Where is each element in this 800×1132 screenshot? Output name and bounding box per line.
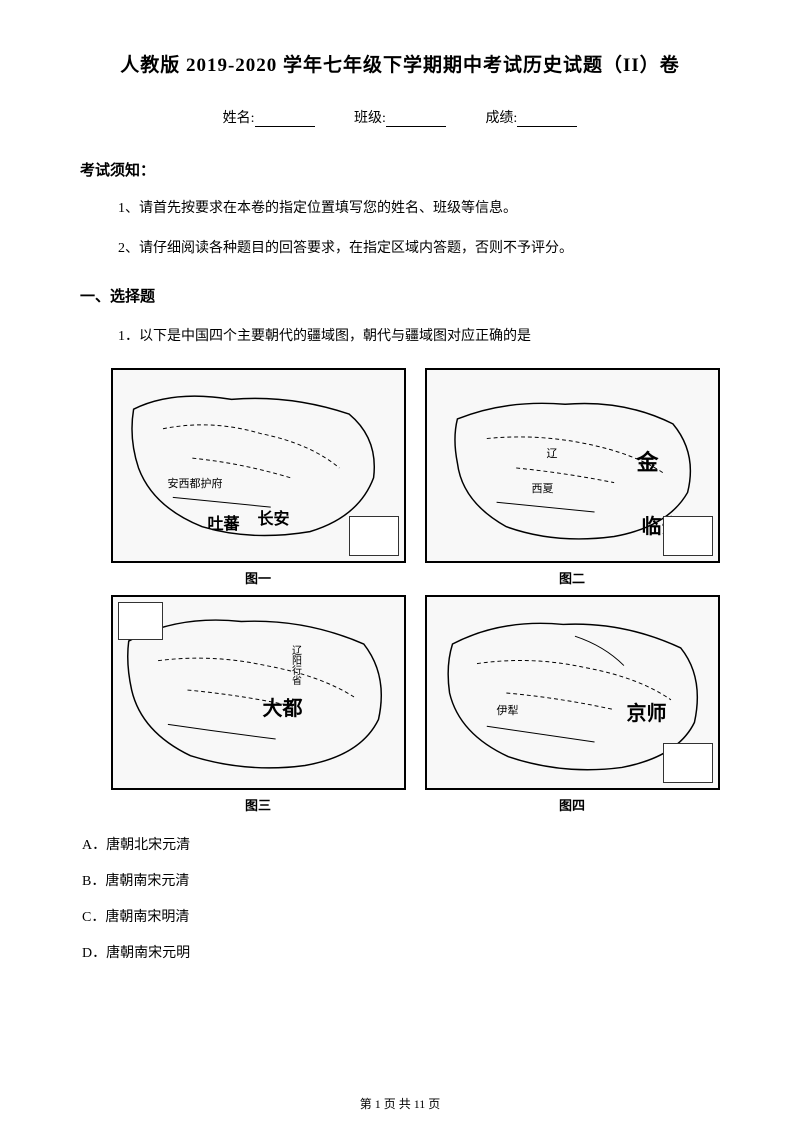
score-blank <box>517 113 577 127</box>
map2-text-2: 金 <box>637 445 659 477</box>
map4-text-1: 伊犁 <box>497 702 519 718</box>
name-blank <box>255 113 315 127</box>
score-field: 成绩: <box>485 107 577 127</box>
map3-text-1: 辽阳行省 <box>288 645 303 685</box>
map3-text-2: 大都 <box>263 692 303 721</box>
option-c-letter: C． <box>82 910 105 925</box>
option-a-text: 唐朝北宋元清 <box>106 838 190 853</box>
option-c: C．唐朝南宋明清 <box>82 906 720 926</box>
option-c-text: 唐朝南宋明清 <box>105 910 189 925</box>
map-1-image: 安西都护府 吐蕃 长安 <box>111 368 406 563</box>
option-d-text: 唐朝南宋元明 <box>106 946 190 961</box>
instruction-1: 1、请首先按要求在本卷的指定位置填写您的姓名、班级等信息。 <box>118 198 720 220</box>
footer-total: 11 <box>414 1097 426 1111</box>
exam-title: 人教版 2019-2020 学年七年级下学期期中考试历史试题（II）卷 <box>80 50 720 77</box>
option-a: A．唐朝北宋元清 <box>82 834 720 854</box>
class-label: 班级: <box>354 111 386 126</box>
option-b-text: 唐朝南宋元清 <box>105 874 189 889</box>
page-footer: 第 1 页 共 11 页 <box>0 1095 800 1112</box>
option-b-letter: B． <box>82 874 105 889</box>
map-4: 伊犁 京师 图四 <box>419 595 725 814</box>
footer-prefix: 第 <box>360 1097 375 1111</box>
option-b: B．唐朝南宋元清 <box>82 870 720 890</box>
name-field: 姓名: <box>223 107 315 127</box>
question-1: 1．以下是中国四个主要朝代的疆域图，朝代与疆域图对应正确的是 <box>118 326 720 348</box>
map1-legend <box>349 516 399 556</box>
map-1: 安西都护府 吐蕃 长安 图一 <box>105 368 411 587</box>
instruction-2: 2、请仔细阅读各种题目的回答要求，在指定区域内答题，否则不予评分。 <box>118 238 720 260</box>
map4-legend <box>663 743 713 783</box>
map1-text-2: 吐蕃 <box>208 510 240 534</box>
map-2-image: 辽 金 西夏 临安 <box>425 368 720 563</box>
option-d-letter: D． <box>82 946 106 961</box>
option-d: D．唐朝南宋元明 <box>82 942 720 962</box>
map-4-label: 图四 <box>559 795 585 814</box>
map-3-label: 图三 <box>245 795 271 814</box>
map-3: 辽阳行省 大都 图三 <box>105 595 411 814</box>
map1-text-1: 安西都护府 <box>168 475 223 491</box>
map2-legend <box>663 516 713 556</box>
map3-legend <box>118 602 163 640</box>
score-label: 成绩: <box>485 111 517 126</box>
map4-text-2: 京师 <box>627 697 667 726</box>
student-info-line: 姓名: 班级: 成绩: <box>80 107 720 127</box>
map1-text-3: 长安 <box>258 505 290 529</box>
map-1-label: 图一 <box>245 568 271 587</box>
option-a-letter: A． <box>82 838 106 853</box>
map-2: 辽 金 西夏 临安 图二 <box>419 368 725 587</box>
notice-header: 考试须知： <box>80 159 720 180</box>
name-label: 姓名: <box>223 111 255 126</box>
footer-mid: 页 共 <box>381 1097 414 1111</box>
map2-text-3: 西夏 <box>532 480 554 496</box>
map2-text-1: 辽 <box>547 445 558 461</box>
class-blank <box>386 113 446 127</box>
class-field: 班级: <box>354 107 446 127</box>
map-grid: 安西都护府 吐蕃 长安 图一 辽 金 西夏 临安 图二 <box>105 368 725 814</box>
map-3-image: 辽阳行省 大都 <box>111 595 406 790</box>
map-2-label: 图二 <box>559 568 585 587</box>
footer-suffix: 页 <box>425 1097 440 1111</box>
map-4-image: 伊犁 京师 <box>425 595 720 790</box>
section-1-title: 一、选择题 <box>80 285 720 306</box>
